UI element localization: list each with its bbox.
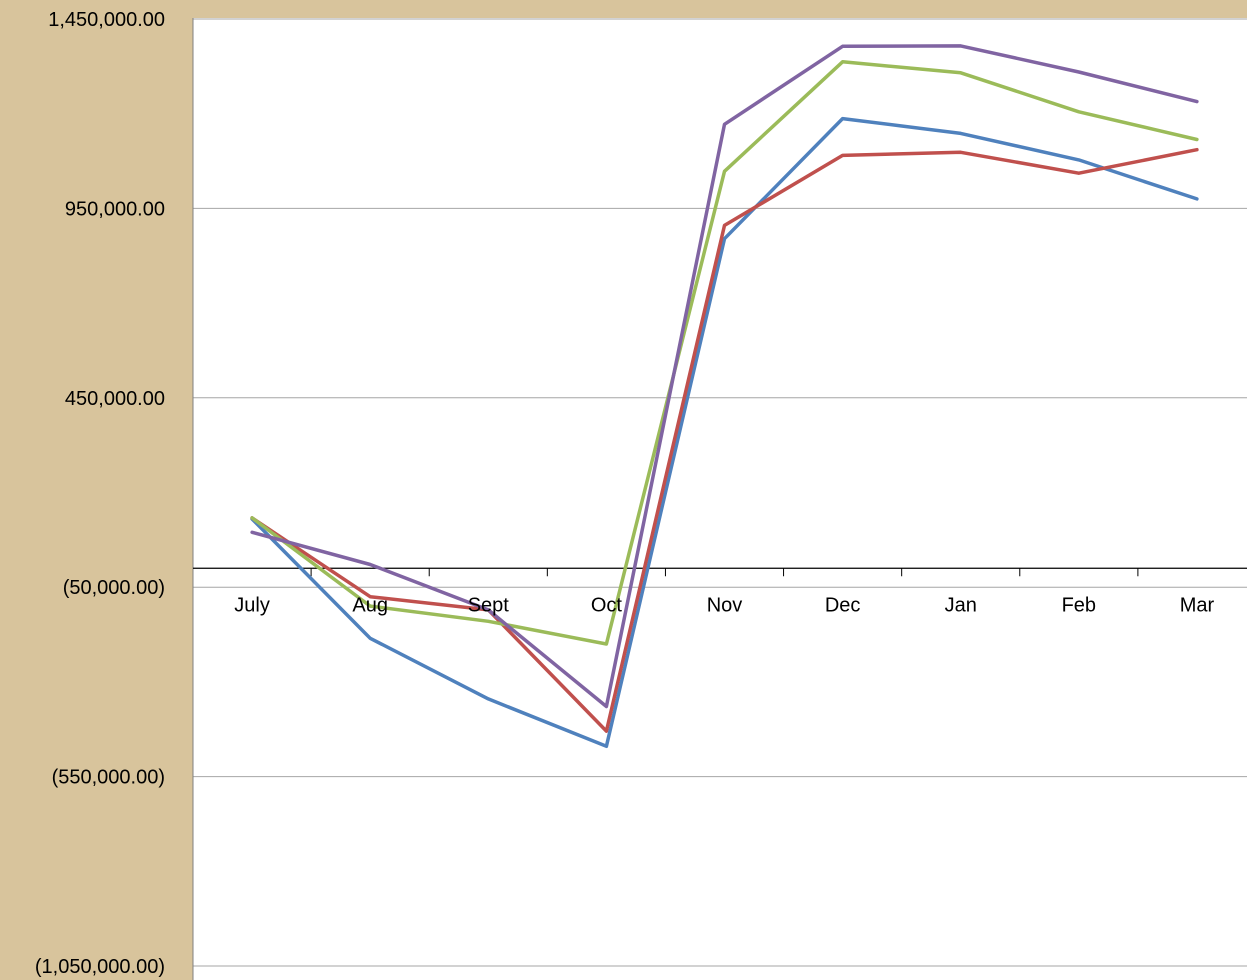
x-tick-label: Oct: [591, 594, 623, 616]
x-tick-label: Dec: [825, 594, 861, 616]
x-tick-label: Nov: [707, 594, 743, 616]
x-tick-label: Feb: [1062, 594, 1096, 616]
series-line-2: [250, 147, 1199, 733]
y-tick-label: 450,000.00: [65, 388, 165, 410]
y-tick-label: (550,000.00): [52, 767, 165, 789]
series-lines: [250, 44, 1199, 749]
plot-area: [193, 18, 1247, 980]
gridlines: [193, 18, 1247, 967]
x-tick-label: Aug: [352, 594, 388, 616]
x-tick-label: Jan: [945, 594, 977, 616]
x-tick-label: July: [234, 594, 270, 616]
x-axis: [193, 567, 1247, 577]
y-tick-label: 950,000.00: [65, 198, 165, 220]
series-line-3: [250, 60, 1199, 646]
x-tick-labels: July Aug Sept Oct Nov Dec Jan Feb Mar: [234, 594, 1214, 616]
x-tick-label: Sept: [468, 594, 510, 616]
series-line-1: [250, 116, 1199, 749]
y-tick-labels: 1,450,000.00 950,000.00 450,000.00 (50,000.…: [35, 9, 165, 978]
y-tick-label: (1,050,000.00): [35, 956, 165, 978]
y-tick-label: (50,000.00): [63, 577, 165, 599]
series-line-4: [250, 44, 1199, 709]
y-tick-label: 1,450,000.00: [48, 9, 165, 31]
x-tick-label: Mar: [1180, 594, 1215, 616]
